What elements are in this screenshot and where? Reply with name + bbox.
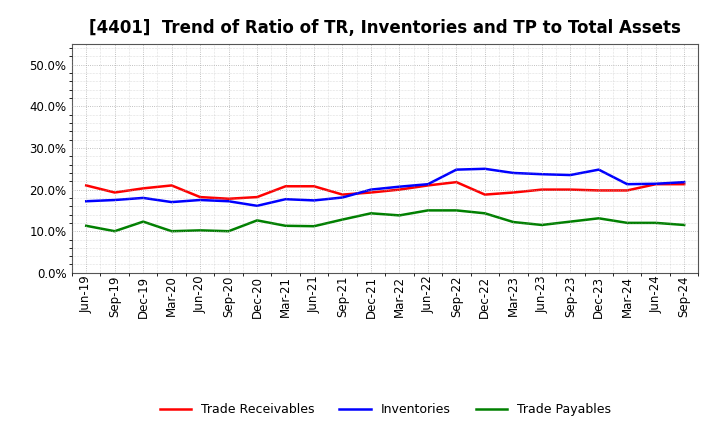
Inventories	[110, 198, 119, 203]
Trade Receivables	[509, 190, 518, 195]
Inventories	[139, 195, 148, 201]
Inventories	[537, 172, 546, 177]
Trade Payables	[452, 208, 461, 213]
Trade Receivables	[480, 192, 489, 197]
Trade Payables	[595, 216, 603, 221]
Line: Trade Payables: Trade Payables	[86, 210, 684, 231]
Trade Payables	[366, 211, 375, 216]
Trade Payables	[537, 222, 546, 227]
Trade Receivables	[595, 188, 603, 193]
Trade Payables	[253, 218, 261, 223]
Trade Receivables	[110, 190, 119, 195]
Inventories	[366, 187, 375, 192]
Trade Receivables	[282, 183, 290, 189]
Trade Payables	[423, 208, 432, 213]
Inventories	[595, 167, 603, 172]
Trade Receivables	[366, 190, 375, 195]
Inventories	[338, 195, 347, 200]
Trade Payables	[338, 217, 347, 222]
Trade Payables	[110, 228, 119, 234]
Trade Receivables	[338, 192, 347, 197]
Inventories	[480, 166, 489, 172]
Trade Receivables	[452, 180, 461, 185]
Trade Receivables	[139, 186, 148, 191]
Trade Receivables	[310, 183, 318, 189]
Trade Receivables	[167, 183, 176, 188]
Inventories	[623, 182, 631, 187]
Trade Receivables	[537, 187, 546, 192]
Inventories	[167, 199, 176, 205]
Trade Receivables	[566, 187, 575, 192]
Trade Payables	[82, 223, 91, 228]
Trade Payables	[566, 219, 575, 224]
Inventories	[652, 181, 660, 187]
Inventories	[680, 180, 688, 185]
Trade Receivables	[82, 183, 91, 188]
Inventories	[253, 203, 261, 209]
Trade Payables	[623, 220, 631, 226]
Trade Receivables	[196, 194, 204, 200]
Inventories	[196, 198, 204, 203]
Line: Inventories: Inventories	[86, 169, 684, 206]
Trade Payables	[167, 228, 176, 234]
Inventories	[423, 182, 432, 187]
Line: Trade Receivables: Trade Receivables	[86, 182, 684, 199]
Trade Payables	[139, 219, 148, 224]
Trade Payables	[652, 220, 660, 226]
Trade Payables	[282, 223, 290, 228]
Trade Payables	[395, 213, 404, 218]
Inventories	[282, 197, 290, 202]
Trade Payables	[480, 211, 489, 216]
Inventories	[225, 198, 233, 204]
Trade Receivables	[423, 183, 432, 188]
Trade Receivables	[253, 194, 261, 200]
Inventories	[509, 170, 518, 176]
Trade Payables	[680, 222, 688, 227]
Trade Receivables	[680, 182, 688, 187]
Inventories	[452, 167, 461, 172]
Trade Receivables	[395, 187, 404, 192]
Inventories	[566, 172, 575, 178]
Inventories	[310, 198, 318, 203]
Legend: Trade Receivables, Inventories, Trade Payables: Trade Receivables, Inventories, Trade Pa…	[155, 398, 616, 421]
Trade Receivables	[623, 188, 631, 193]
Title: [4401]  Trend of Ratio of TR, Inventories and TP to Total Assets: [4401] Trend of Ratio of TR, Inventories…	[89, 19, 681, 37]
Trade Receivables	[225, 196, 233, 202]
Inventories	[82, 198, 91, 204]
Trade Payables	[509, 220, 518, 225]
Trade Payables	[310, 224, 318, 229]
Trade Receivables	[652, 182, 660, 187]
Trade Payables	[225, 228, 233, 234]
Inventories	[395, 184, 404, 189]
Trade Payables	[196, 228, 204, 233]
